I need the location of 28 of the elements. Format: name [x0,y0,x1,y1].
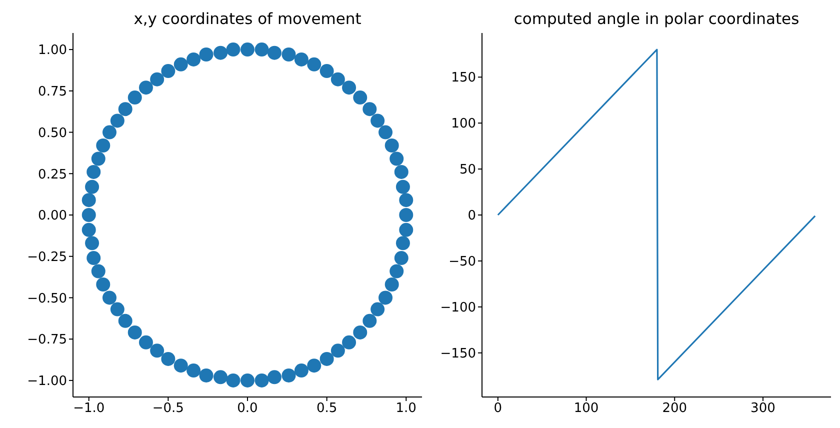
y-tick-label: −0.75 [27,332,67,348]
chart-title: computed angle in polar coordinates [512,10,800,28]
y-tick-label: 0.00 [38,208,67,224]
y-tick-label: −0.50 [27,291,67,306]
y-tick-label: −100 [440,300,476,316]
y-tick-label: 100 [451,116,476,132]
y-tick-label: 1.00 [38,43,67,58]
y-tick-label: −150 [440,346,476,362]
x-tick-label: −1.0 [73,401,105,416]
y-tick-label: 0.75 [38,84,67,100]
x-tick-label: 0.5 [316,401,338,416]
y-tick-label: −1.00 [27,374,67,390]
x-tick-label: 1.0 [396,401,416,416]
y-tick-label: 0.50 [38,126,67,141]
x-tick-label: 0 [494,401,502,416]
x-tick-label: −0.5 [152,401,184,416]
y-tick-label: 0 [468,208,476,224]
chart-title: x,y coordinates of movement [132,10,362,28]
line-series [497,48,816,380]
y-tick-label: −0.25 [27,250,67,265]
x-tick-label: 200 [662,401,688,416]
x-tick-label: 0.0 [237,401,258,416]
x-tick-label: 100 [574,401,599,416]
y-tick-label: 150 [451,70,476,86]
x-tick-label: 300 [750,401,776,416]
y-tick-label: 0.25 [38,167,67,182]
y-tick-label: 50 [459,162,476,178]
y-tick-label: −50 [448,254,476,270]
